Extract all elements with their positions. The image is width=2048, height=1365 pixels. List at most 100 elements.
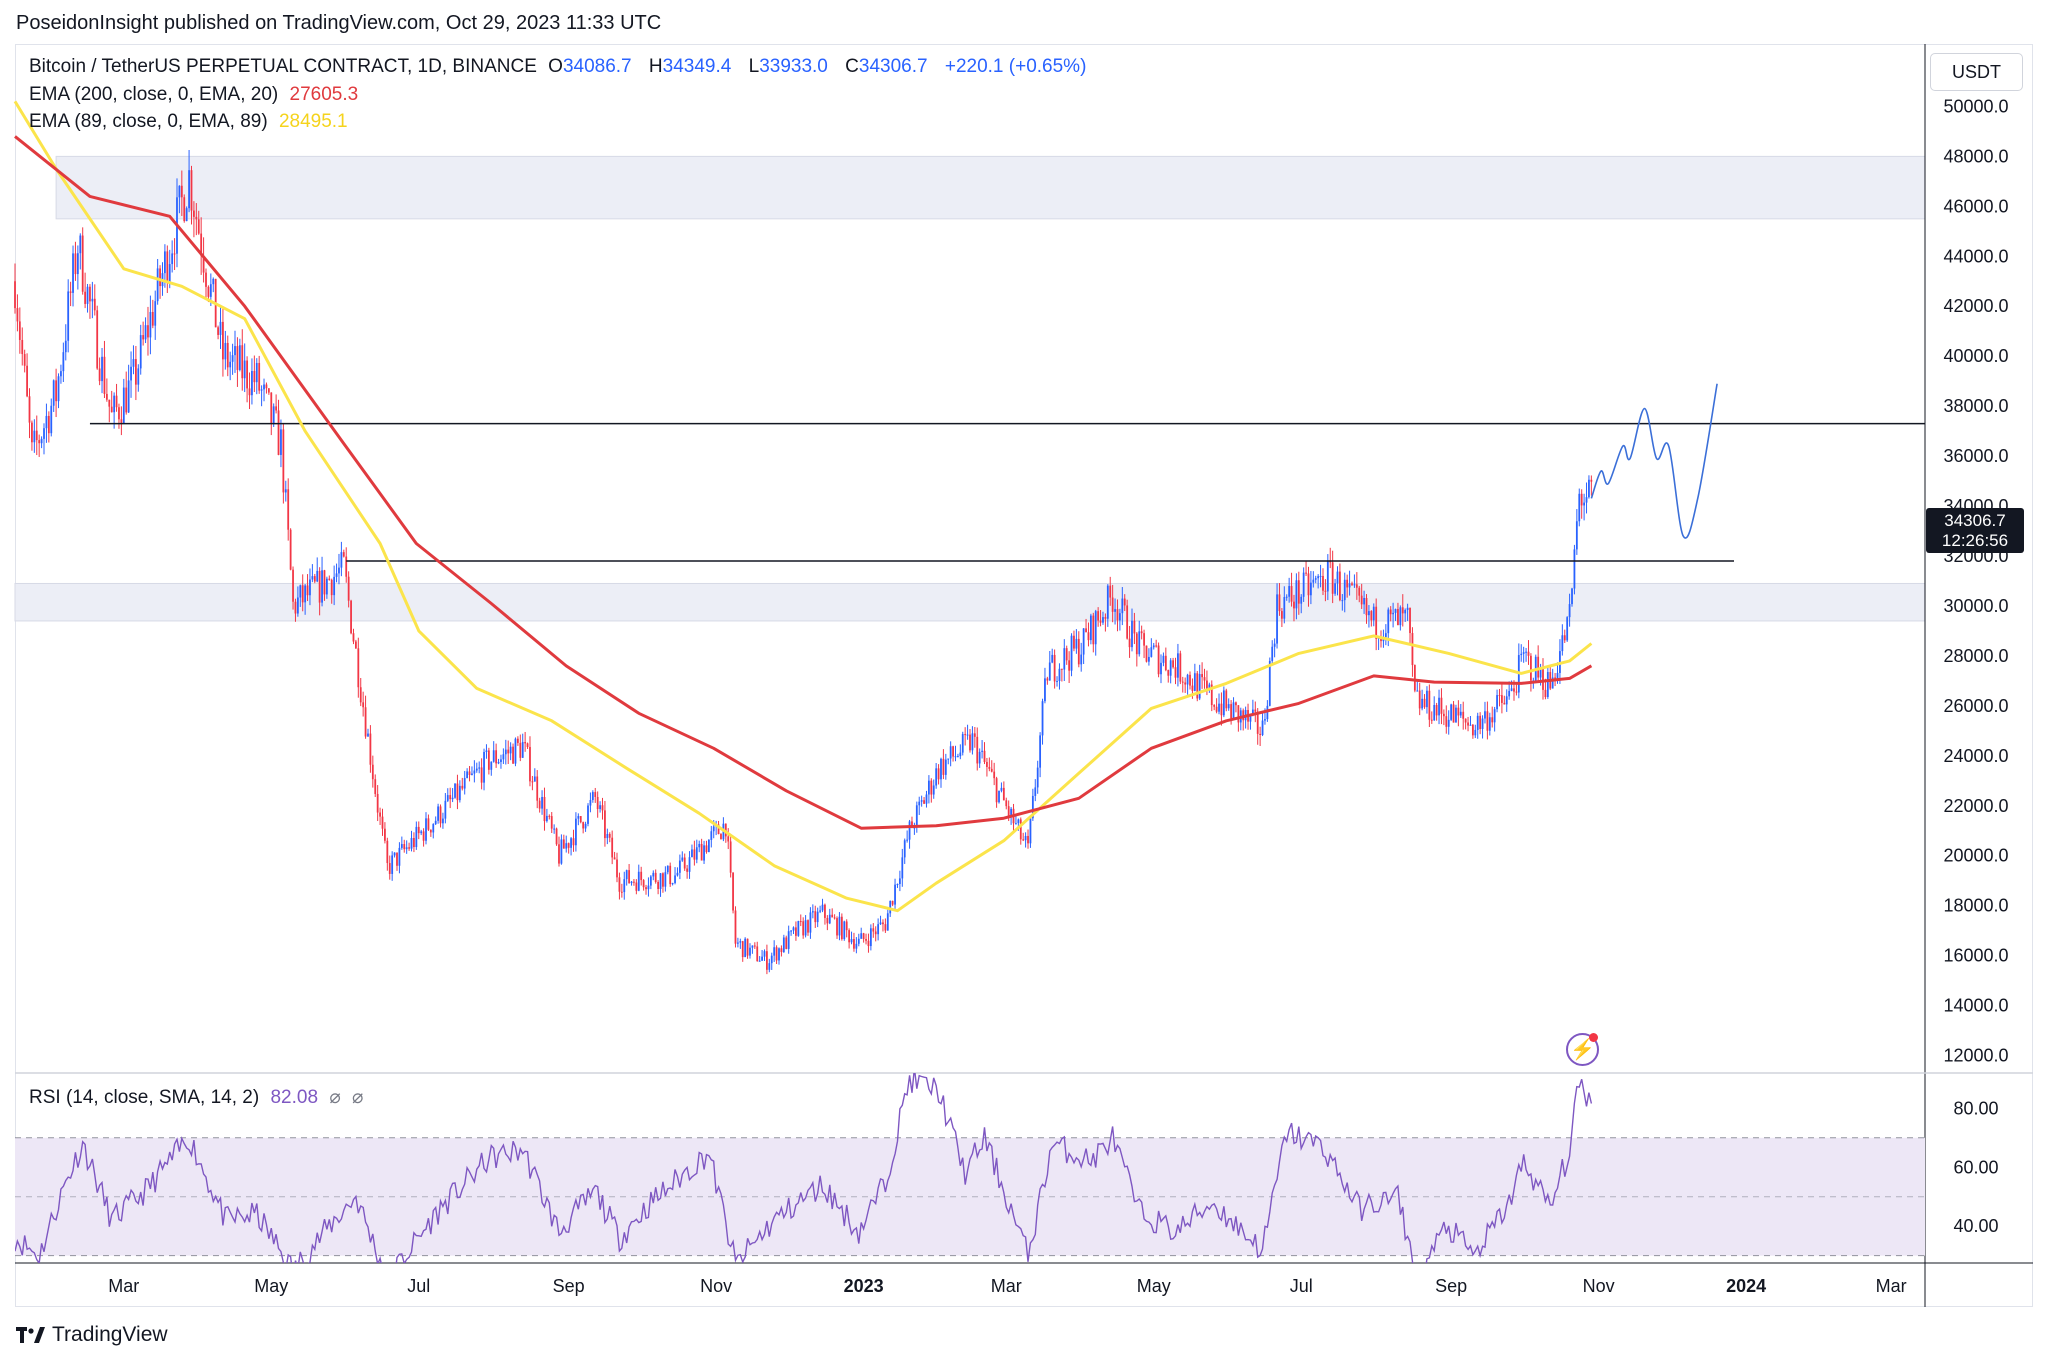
candle-down[interactable] [988,766,991,769]
candle-down[interactable] [115,395,118,408]
candle-up[interactable] [234,346,236,356]
candle-down[interactable] [775,947,778,961]
candle-up[interactable] [1568,604,1571,618]
candle-down[interactable] [345,556,348,577]
candle-up[interactable] [787,931,790,949]
candle-down[interactable] [1418,690,1421,709]
candle-up[interactable] [473,770,476,774]
candle-down[interactable] [1135,633,1138,655]
candle-up[interactable] [637,871,640,891]
candle-down[interactable] [1053,654,1056,682]
candle-up[interactable] [466,771,469,779]
candle-up[interactable] [811,911,814,913]
candle-down[interactable] [1411,633,1414,666]
candle-down[interactable] [1503,702,1506,705]
candle-up[interactable] [1114,609,1116,612]
candle-down[interactable] [386,840,389,864]
candle-down[interactable] [1196,673,1199,699]
candle-up[interactable] [1302,572,1305,597]
candle-up[interactable] [591,792,594,800]
candle-up[interactable] [797,921,800,936]
candle-up[interactable] [1121,598,1124,614]
candle-up[interactable] [238,345,241,370]
candle-up[interactable] [1118,613,1121,621]
candle-up[interactable] [940,758,942,780]
candle-down[interactable] [555,828,558,845]
candle-up[interactable] [1426,690,1428,708]
candle-up[interactable] [541,796,543,809]
candle-down[interactable] [98,368,101,382]
candle-up[interactable] [1034,787,1037,796]
candle-up[interactable] [1399,607,1402,626]
candle-down[interactable] [166,251,169,283]
candle-down[interactable] [142,335,145,340]
candle-down[interactable] [388,863,391,874]
candle-up[interactable] [768,963,771,970]
ema89-label[interactable]: EMA (89, close, 0, EMA, 89) [29,111,268,132]
candle-up[interactable] [1232,702,1235,719]
candle-down[interactable] [831,914,834,918]
candle-down[interactable] [1167,670,1170,676]
candle-up[interactable] [1300,596,1303,604]
candle-up[interactable] [101,356,103,382]
candle-up[interactable] [57,376,60,402]
candle-up[interactable] [1348,583,1351,588]
candle-up[interactable] [565,843,568,849]
candle-up[interactable] [903,840,906,858]
candle-up[interactable] [76,253,79,275]
candle-down[interactable] [1590,479,1593,482]
candle-down[interactable] [824,904,826,918]
candle-down[interactable] [352,633,355,642]
candle-down[interactable] [236,346,239,370]
candle-down[interactable] [756,946,759,962]
candle-up[interactable] [400,844,403,848]
candle-down[interactable] [371,764,374,780]
candle-down[interactable] [983,750,986,762]
candle-down[interactable] [524,742,527,744]
candle-down[interactable] [1440,697,1443,714]
candle-down[interactable] [1157,645,1160,675]
candle-down[interactable] [1133,620,1136,634]
candle-up[interactable] [434,820,437,825]
candle-down[interactable] [1358,587,1361,596]
candle-up[interactable] [1394,609,1397,613]
candle-up[interactable] [1285,596,1288,598]
candle-down[interactable] [1046,678,1049,681]
candle-down[interactable] [536,776,539,801]
candle-up[interactable] [1152,645,1155,648]
candle-up[interactable] [927,780,930,795]
candle-up[interactable] [1271,646,1274,661]
candle-down[interactable] [865,939,867,941]
candle-down[interactable] [969,734,971,751]
candle-down[interactable] [313,576,316,582]
candle-up[interactable] [1131,620,1133,648]
candle-up[interactable] [171,253,174,265]
candle-up[interactable] [1261,720,1264,735]
candle-down[interactable] [408,847,410,849]
rsi-label[interactable]: RSI (14, close, SMA, 14, 2) [29,1087,260,1108]
candle-up[interactable] [736,942,739,944]
candle-up[interactable] [1264,719,1266,721]
candle-down[interactable] [669,865,672,885]
candle-up[interactable] [652,872,655,877]
candle-up[interactable] [1459,711,1462,716]
candle-down[interactable] [357,648,360,688]
candle-down[interactable] [1179,653,1182,682]
candle-down[interactable] [275,406,278,411]
candle-up[interactable] [1276,594,1278,644]
candle-down[interactable] [1027,835,1029,844]
candle-up[interactable] [280,429,282,455]
candle-up[interactable] [1056,680,1058,682]
candle-down[interactable] [1206,680,1208,690]
candle-up[interactable] [391,855,394,874]
candle-up[interactable] [691,849,693,858]
candle-down[interactable] [862,933,865,940]
candle-up[interactable] [545,815,548,822]
candle-up[interactable] [932,785,935,795]
candle-down[interactable] [836,918,838,936]
candle-up[interactable] [577,816,580,819]
candle-up[interactable] [1295,580,1298,609]
candle-up[interactable] [405,847,408,850]
candle-up[interactable] [1343,579,1346,601]
candle-up[interactable] [1571,588,1573,605]
